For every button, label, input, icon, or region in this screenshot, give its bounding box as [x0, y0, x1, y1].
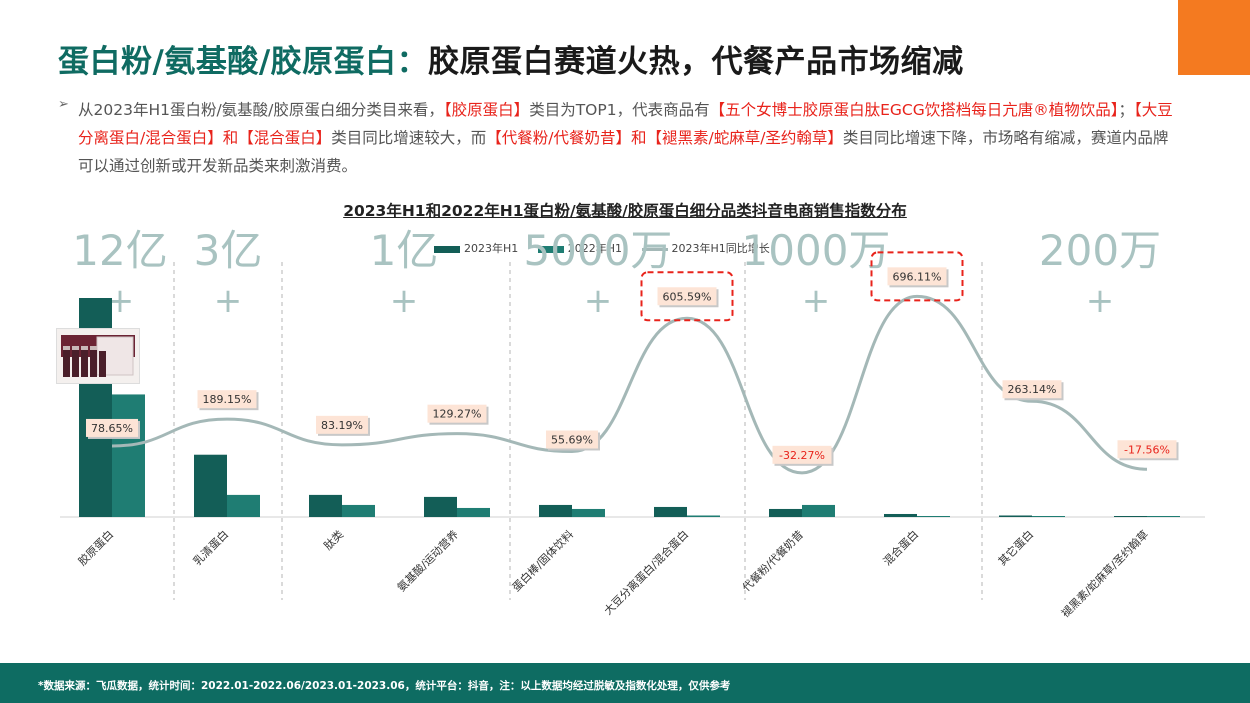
category-label: 氨基酸/运动营养 [394, 527, 461, 594]
bar-2022 [227, 494, 260, 517]
growth-line [111, 294, 1148, 475]
legend-label-2023: 2023年H1 [464, 242, 519, 255]
description-text: 类目为TOP1，代表商品有 [529, 101, 710, 119]
group-magnitude-label: 3亿 [194, 226, 263, 275]
bar-2023 [309, 494, 342, 517]
legend-label-growth: 2023年H1同比增长 [671, 242, 770, 255]
group-magnitude-plus: + [584, 281, 613, 321]
growth-label: 55.69% [551, 434, 593, 447]
legend-item-growth: 2023年H1同比增长 [641, 242, 770, 255]
growth-label-box [1002, 380, 1062, 399]
group-magnitude-plus: + [214, 281, 243, 321]
bar-2022 [802, 504, 835, 517]
chart-canvas: 12亿+3亿+1亿+5000万+1000万+200万+78.65%189.15%… [60, 226, 1205, 620]
description-highlight: 【五个女博士胶原蛋白肽EGCG饮搭档每日亢唐®植物饮品】 [709, 101, 1119, 119]
group-magnitude-label: 1000万 [742, 226, 891, 275]
legend-item-2023: 2023年H1 [434, 242, 518, 255]
description-highlight: 【代餐粉/代餐奶昔】和【褪黑素/蛇麻草/圣约翰草】 [486, 129, 843, 147]
group-magnitude-plus: + [390, 281, 419, 321]
chart-title: 2023年H1和2022年H1蛋白粉/氨基酸/胶原蛋白细分品类抖音电商销售指数分… [343, 202, 907, 220]
product-image [56, 328, 140, 384]
category-label: 乳清蛋白 [190, 527, 231, 568]
page-title-rest: 胶原蛋白赛道火热，代餐产品市场缩减 [428, 44, 964, 80]
legend-swatch-2023 [434, 245, 460, 253]
footer-bar [0, 663, 1250, 703]
bar-2022 [572, 508, 605, 517]
group-magnitude-label: 200万 [1039, 226, 1161, 275]
bar-2023 [769, 508, 802, 517]
description-highlight: 【大豆分离蛋白/混合蛋白】和【混合蛋白】 [78, 101, 1173, 147]
group-magnitude-plus: + [802, 281, 831, 321]
description-text: 类目同比增速较大，而 [331, 129, 487, 147]
growth-label: 129.27% [433, 408, 482, 421]
category-label: 其它蛋白 [995, 527, 1036, 568]
chart-legend: 2023年H1 2022年H1 2023年H1同比增长 [434, 240, 786, 256]
bar-2022 [342, 504, 375, 517]
bar-2022 [1032, 516, 1065, 517]
orange-corner-block [1178, 0, 1250, 75]
category-label: 肽类 [321, 527, 346, 552]
product-bottles-image [61, 335, 135, 377]
growth-label: 189.15% [203, 393, 252, 406]
category-label: 代餐粉/代餐奶昔 [739, 527, 806, 594]
growth-label: 78.65% [91, 422, 133, 435]
legend-swatch-2022 [537, 245, 564, 253]
group-magnitude-plus: + [1086, 281, 1115, 321]
growth-label: 605.59% [663, 290, 712, 303]
growth-label-box [657, 287, 717, 306]
group-magnitude-label: 1亿 [370, 226, 439, 275]
growth-label: -17.56% [1124, 443, 1170, 456]
bar-2022 [112, 394, 145, 517]
category-label: 蛋白棒/固体饮料 [509, 527, 576, 594]
growth-label-box [316, 415, 368, 434]
category-label: 胶原蛋白 [75, 527, 116, 568]
page-title-highlight: 蛋白粉/氨基酸/胶原蛋白： [58, 44, 429, 80]
description-paragraph: 从2023年H1蛋白粉/氨基酸/胶原蛋白细分类目来看，【胶原蛋白】类目为TOP1… [78, 96, 1178, 180]
legend-swatch-growth [641, 247, 668, 251]
highlight-dashed-box [870, 251, 964, 302]
growth-label: 83.19% [321, 419, 363, 432]
page-title: 蛋白粉/氨基酸/胶原蛋白：胶原蛋白赛道火热，代餐产品市场缩减 [58, 36, 964, 81]
growth-label-box [546, 430, 598, 449]
description-highlight: 【胶原蛋白】 [443, 101, 530, 119]
legend-item-2022: 2022年H1 [537, 242, 623, 255]
bar-2023 [194, 454, 227, 517]
growth-label-box [772, 445, 832, 464]
bar-2023 [1114, 516, 1147, 517]
bar-2023 [539, 504, 572, 517]
highlight-dashed-box [640, 271, 734, 322]
bullet-arrow-icon: ➢ [58, 97, 69, 112]
description-text: 类目同比增速下降，市场略有缩减，赛道内品牌可以通过创新或开发新品类来刺激消费。 [78, 129, 1169, 175]
growth-label-box [1117, 440, 1177, 459]
growth-label-box [887, 267, 947, 286]
bar-2023 [654, 506, 687, 517]
growth-label: -32.27% [779, 449, 825, 462]
footer-source-note: *数据来源：飞瓜数据，统计时间：2022.01-2022.06/2023.01-… [38, 680, 731, 692]
growth-label-box [86, 418, 138, 437]
group-magnitude-label: 12亿 [72, 226, 167, 275]
bar-2022 [1147, 516, 1180, 517]
bar-2023 [999, 515, 1032, 517]
growth-label: 263.14% [1008, 383, 1057, 396]
category-label: 大豆分离蛋白/混合蛋白 [601, 527, 691, 617]
legend-label-2022: 2022年H1 [567, 242, 623, 255]
group-magnitude-label: 5000万 [524, 226, 673, 275]
bar-2023 [884, 513, 917, 517]
growth-label: 696.11% [893, 270, 942, 283]
description-text: ； [1118, 101, 1134, 119]
bar-2023 [424, 496, 457, 517]
category-label: 褪黑素/蛇麻草/圣约翰草 [1058, 527, 1151, 620]
growth-label-box [427, 404, 487, 423]
growth-label-box [197, 390, 257, 409]
description-text: 从2023年H1蛋白粉/氨基酸/胶原蛋白细分类目来看， [78, 101, 444, 119]
category-label: 混合蛋白 [880, 527, 921, 568]
bar-2022 [687, 515, 720, 517]
bar-2022 [457, 507, 490, 517]
bar-2022 [917, 516, 950, 517]
